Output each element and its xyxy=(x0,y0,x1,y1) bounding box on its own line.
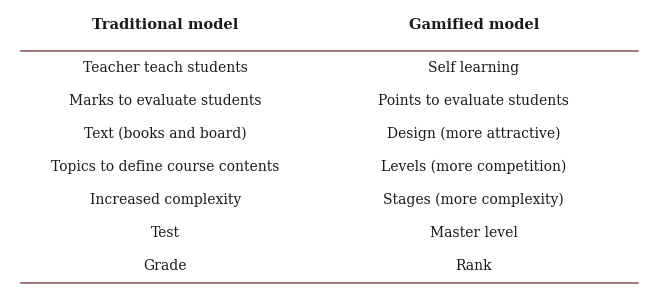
Text: Test: Test xyxy=(151,226,180,240)
Text: Grade: Grade xyxy=(144,259,187,273)
Text: Text (books and board): Text (books and board) xyxy=(84,127,246,141)
Text: Topics to define course contents: Topics to define course contents xyxy=(51,160,279,174)
Text: Stages (more complexity): Stages (more complexity) xyxy=(384,193,564,207)
Text: Marks to evaluate students: Marks to evaluate students xyxy=(69,94,262,108)
Text: Levels (more competition): Levels (more competition) xyxy=(381,160,567,174)
Text: Points to evaluate students: Points to evaluate students xyxy=(378,94,569,108)
Text: Master level: Master level xyxy=(430,226,518,240)
Text: Teacher teach students: Teacher teach students xyxy=(83,61,248,75)
Text: Traditional model: Traditional model xyxy=(92,18,239,32)
Text: Self learning: Self learning xyxy=(428,61,519,75)
Text: Design (more attractive): Design (more attractive) xyxy=(387,127,561,141)
Text: Rank: Rank xyxy=(455,259,492,273)
Text: Increased complexity: Increased complexity xyxy=(90,193,241,207)
Text: Gamified model: Gamified model xyxy=(409,18,539,32)
